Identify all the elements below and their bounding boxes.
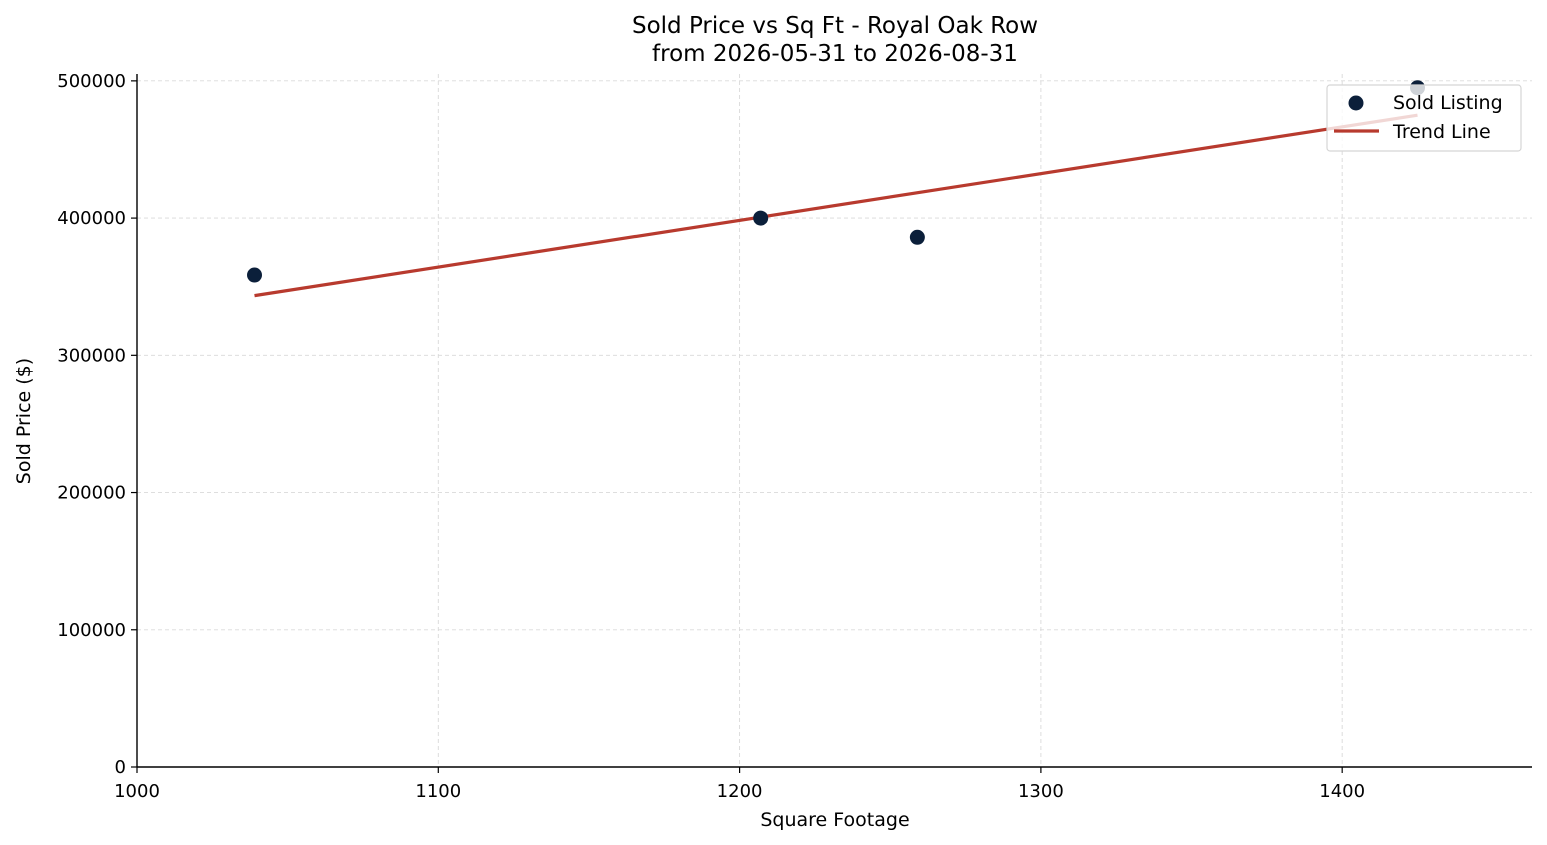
- x-tick-label: 1000: [114, 781, 160, 802]
- x-axis-label: Square Footage: [760, 809, 909, 831]
- series-layer: [247, 80, 1426, 298]
- y-tick-label: 0: [115, 757, 126, 778]
- legend-label-sold-listing: Sold Listing: [1393, 92, 1503, 114]
- axes-layer: [136, 74, 1532, 768]
- trend-line: [254, 113, 1418, 298]
- y-tick-label: 300000: [57, 345, 126, 366]
- grid-layer: [137, 74, 1532, 767]
- x-tick-label: 1200: [717, 781, 763, 802]
- data-point: [753, 210, 769, 226]
- data-point: [909, 229, 925, 245]
- x-tick-label: 1400: [1319, 781, 1365, 802]
- legend-box: [1326, 84, 1522, 152]
- y-tick-label: 500000: [57, 71, 126, 92]
- legend-label-trend-line: Trend Line: [1392, 121, 1491, 143]
- y-tick-label: 400000: [57, 208, 126, 229]
- data-point: [247, 267, 263, 283]
- x-tick-label: 1100: [415, 781, 461, 802]
- y-tick-label: 200000: [57, 483, 126, 504]
- legend-marker-sold-listing: [1348, 95, 1364, 111]
- x-tick-label: 1300: [1018, 781, 1064, 802]
- y-tick-label: 100000: [57, 620, 126, 641]
- y-ticks: 0 100000 200000 300000 400000 500000: [57, 71, 137, 778]
- y-axis-label: Sold Price ($): [13, 358, 35, 484]
- chart-subtitle: from 2026-05-31 to 2026-08-31: [652, 41, 1018, 67]
- x-ticks: 1000 1100 1200 1300 1400: [114, 767, 1365, 802]
- chart-title: Sold Price vs Sq Ft - Royal Oak Row: [632, 13, 1038, 39]
- legend: Sold Listing Trend Line: [1326, 84, 1522, 152]
